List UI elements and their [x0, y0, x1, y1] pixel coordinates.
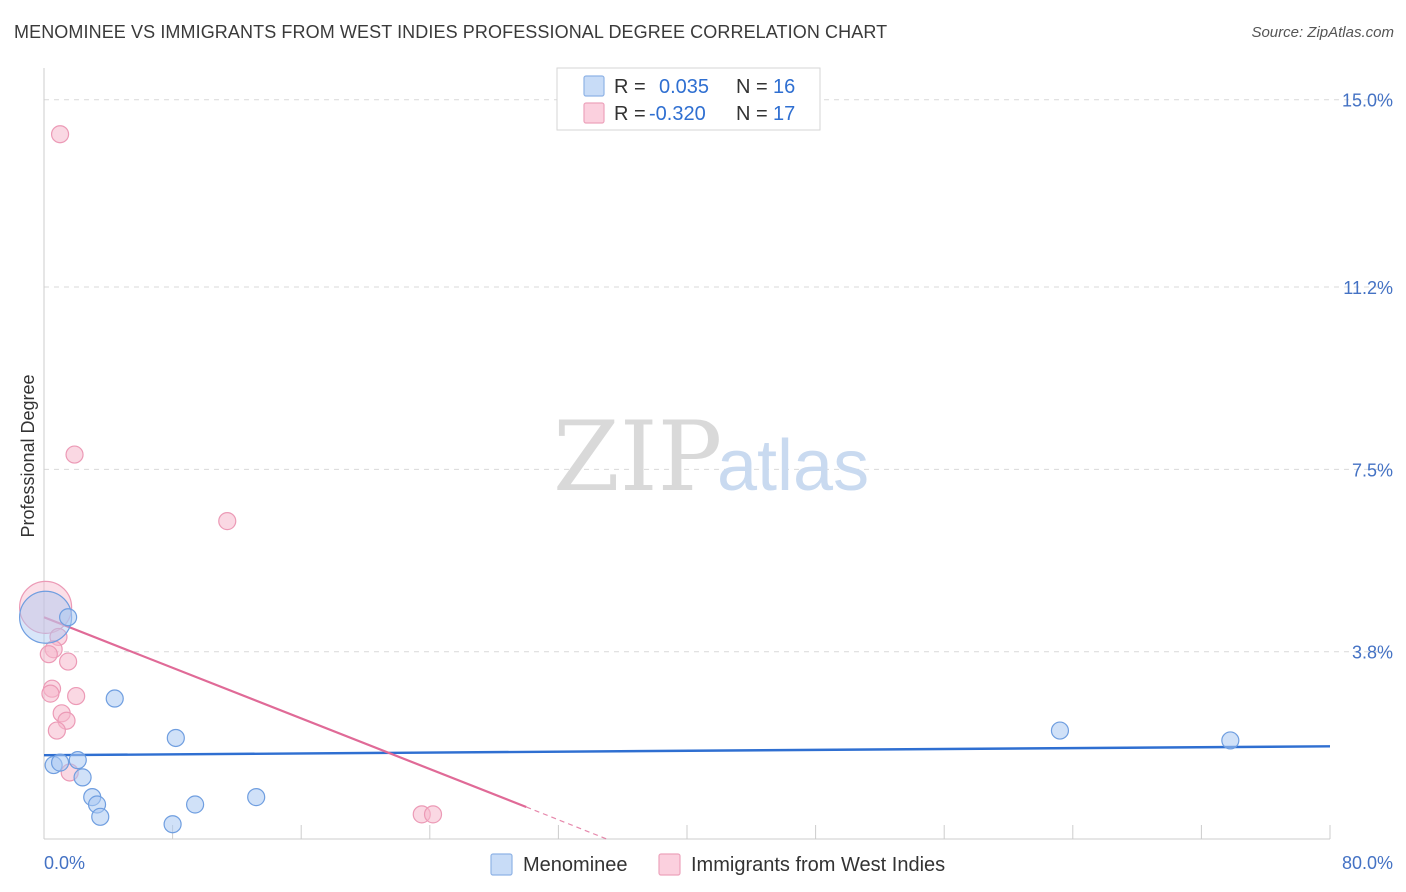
point-menominee-11 [163, 815, 182, 834]
trend-extension-west-indies [526, 806, 607, 840]
grid-lines [44, 99, 1392, 653]
point-menominee-4 [68, 751, 87, 770]
point-west-indies-10 [67, 686, 86, 706]
legend-r-label-1: R = [614, 76, 646, 98]
trend-line-menominee [43, 745, 1331, 757]
y-tick-labels: 3.8% 7.5% 11.2% 15.0% [1342, 91, 1393, 663]
trend-lines [43, 616, 1331, 840]
point-menominee-10 [166, 728, 185, 748]
legend-n-label-2: N = [736, 103, 768, 125]
series-label-menominee: Menominee [523, 854, 628, 876]
point-menominee-8 [91, 807, 110, 826]
legend-r-label-2: R = [614, 103, 646, 125]
watermark-zip: ZIP [553, 401, 722, 513]
point-menominee-3 [50, 753, 70, 772]
x-tick-label-0: 0.0% [44, 853, 85, 873]
series-swatch-west-indies [658, 853, 681, 876]
y-tick-label-0: 3.8% [1352, 643, 1393, 663]
legend-n-label-1: N = [736, 76, 768, 98]
point-west-indies-16 [423, 805, 443, 824]
point-west-indies-7 [59, 652, 78, 671]
legend-r-value-1: 0.035 [659, 76, 709, 98]
point-west-indies-1 [50, 125, 70, 144]
legend: R = 0.035 N = 16 R = -0.320 N = 17 [556, 67, 821, 131]
data-points [19, 125, 1240, 834]
legend-n-value-2: 17 [773, 103, 795, 125]
chart-title: MENOMINEE VS IMMIGRANTS FROM WEST INDIES… [14, 22, 888, 42]
watermark-atlas: atlas [717, 426, 869, 506]
point-west-indies-9 [41, 684, 60, 703]
source-credit: Source: ZipAtlas.com [1251, 24, 1394, 41]
point-west-indies-2 [65, 445, 84, 464]
y-tick-label-2: 11.2% [1343, 278, 1393, 298]
point-west-indies-13 [47, 721, 66, 740]
watermark: ZIP atlas [553, 401, 869, 513]
series-label-west-indies: Immigrants from West Indies [691, 854, 945, 876]
point-west-indies-3 [218, 512, 237, 531]
legend-r-value-2: -0.320 [649, 103, 706, 125]
y-tick-label-3: 15.0% [1342, 91, 1393, 111]
point-menominee-5 [73, 768, 92, 787]
legend-swatch-pink [583, 102, 605, 124]
y-tick-label-1: 7.5% [1352, 460, 1393, 480]
point-menominee-9 [105, 689, 124, 708]
x-tick-labels: 0.0% 80.0% [44, 853, 1393, 873]
point-menominee-13 [247, 788, 266, 807]
point-west-indies-6 [39, 645, 58, 664]
point-menominee-1 [59, 608, 78, 627]
y-axis-label: Professional Degree [18, 374, 38, 537]
series-legend: Menominee Immigrants from West Indies [490, 853, 945, 876]
legend-n-value-1: 16 [773, 76, 795, 98]
point-menominee-12 [186, 795, 205, 814]
point-menominee-14 [1050, 721, 1070, 740]
series-swatch-menominee [490, 853, 513, 876]
legend-swatch-blue [583, 75, 605, 97]
point-menominee-15 [1221, 731, 1240, 750]
x-tick-label-1: 80.0% [1342, 853, 1393, 873]
trend-line-west-indies [43, 616, 527, 808]
